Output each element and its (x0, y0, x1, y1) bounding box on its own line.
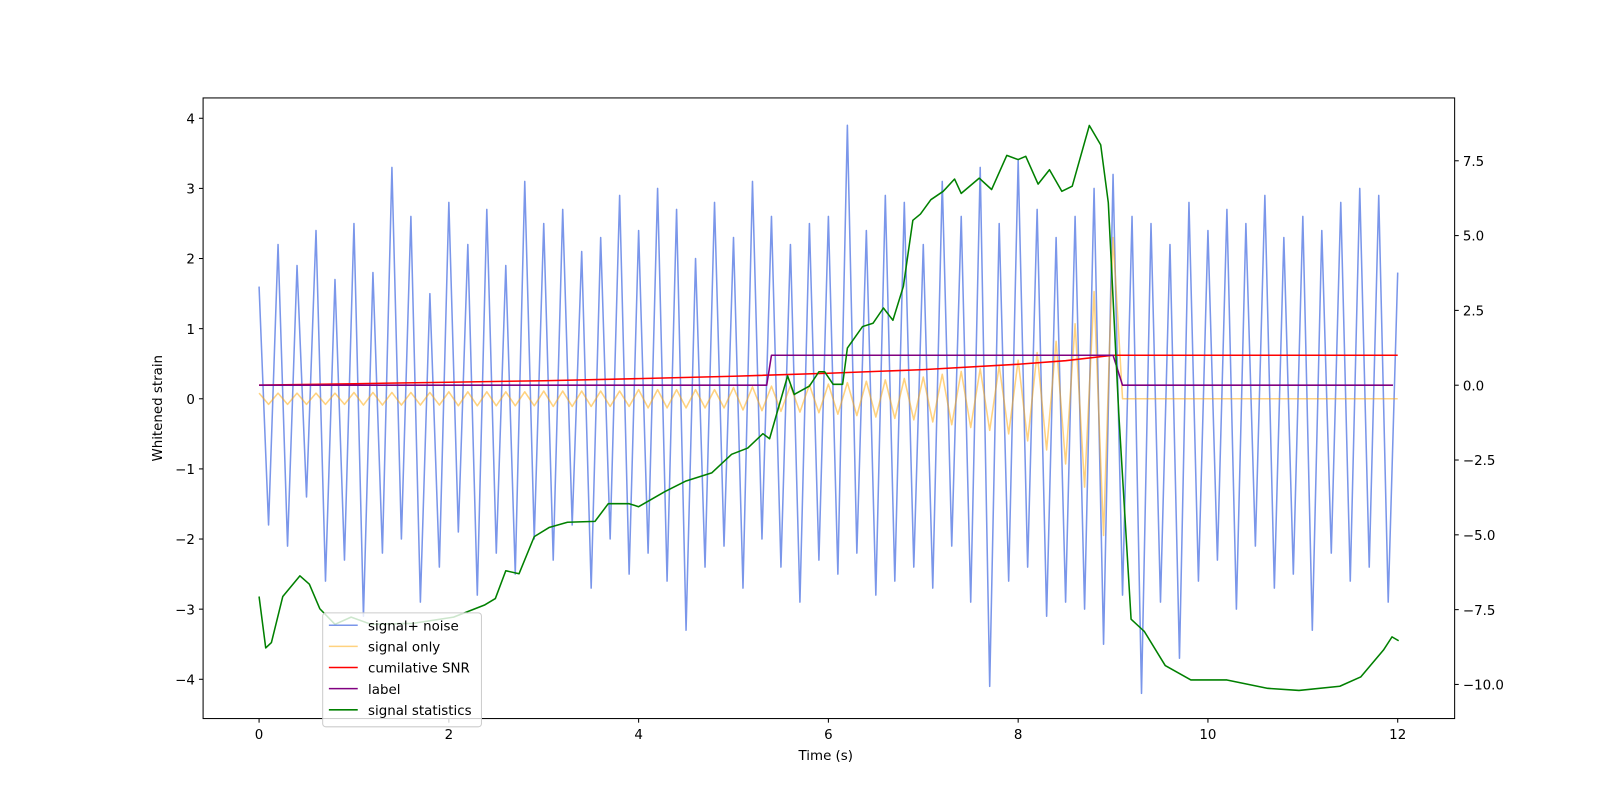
x-tick-label: 2 (445, 728, 454, 743)
y-tick-label: 4 (186, 112, 195, 127)
legend-label: signal+ noise (368, 619, 459, 634)
x-axis-label: Time (s) (798, 749, 853, 764)
legend-label: cumilative SNR (368, 662, 470, 677)
y-tick-label: 2 (186, 253, 195, 268)
x-tick-label: 12 (1389, 728, 1406, 743)
y2-tick-label: −7.5 (1463, 604, 1496, 619)
legend-label: signal only (368, 641, 440, 656)
y-tick-label: 1 (186, 323, 195, 338)
legend-box (322, 612, 482, 728)
y2-tick-label: −10.0 (1463, 679, 1504, 694)
y-tick-label: 3 (186, 183, 195, 198)
series-line (259, 354, 1393, 386)
y-tick-label: 0 (186, 393, 195, 408)
x-tick-label: 0 (255, 728, 264, 743)
y2-tick-label: 7.5 (1463, 155, 1484, 170)
series-line (258, 236, 1398, 537)
plot-frame (202, 97, 1456, 720)
series-line (258, 124, 1400, 692)
x-tick-label: 4 (634, 728, 643, 743)
legend-label: signal statistics (368, 704, 472, 719)
y-tick-label: −1 (175, 463, 195, 478)
y-tick-label: −4 (175, 673, 195, 688)
x-tick-label: 10 (1199, 728, 1216, 743)
y2-tick-label: 0.0 (1463, 379, 1484, 394)
y2-tick-label: 2.5 (1463, 305, 1484, 320)
y2-tick-label: −2.5 (1463, 454, 1496, 469)
y2-tick-label: −5.0 (1463, 529, 1496, 544)
x-tick-label: 6 (824, 728, 833, 743)
y-tick-label: −2 (175, 533, 195, 548)
legend-label: label (368, 683, 400, 698)
series-line (258, 124, 1399, 695)
y2-tick-label: 5.0 (1463, 230, 1484, 245)
y-axis-label: Whitened strain (151, 355, 166, 462)
y-tick-label: −3 (175, 603, 195, 618)
x-tick-label: 8 (1014, 728, 1023, 743)
